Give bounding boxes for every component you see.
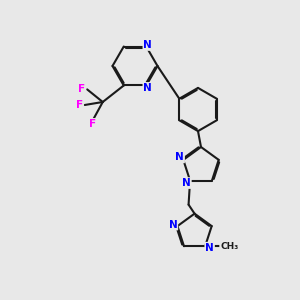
Text: F: F: [89, 119, 96, 129]
Text: N: N: [143, 83, 152, 93]
Text: CH₃: CH₃: [220, 242, 238, 251]
Text: N: N: [205, 243, 214, 253]
Text: F: F: [76, 100, 83, 110]
Text: N: N: [169, 220, 177, 230]
Text: N: N: [143, 40, 152, 50]
Text: N: N: [182, 178, 191, 188]
Text: N: N: [175, 152, 184, 163]
Text: F: F: [78, 84, 85, 94]
